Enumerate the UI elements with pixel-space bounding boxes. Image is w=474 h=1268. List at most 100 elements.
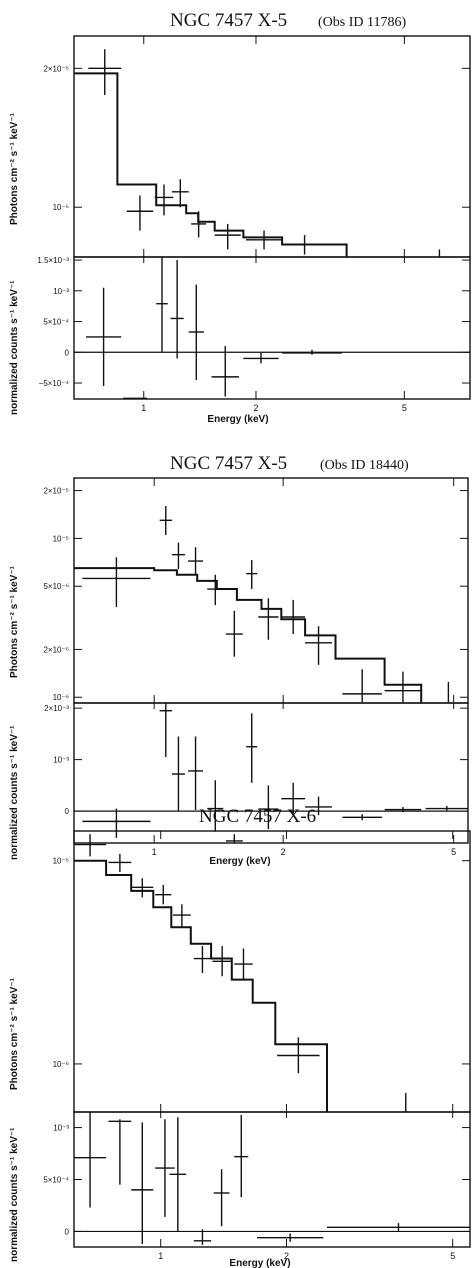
residual-data-point (155, 1119, 175, 1217)
chart-2-xlabel: Energy (keV) (209, 856, 270, 867)
residual-data-point (169, 1117, 187, 1232)
spectrum-data-point (447, 681, 450, 703)
spectrum-data-point (191, 211, 207, 238)
spectrum-y-tick-label: 10⁻⁵ (53, 534, 69, 543)
spectrum-y-tick-label: 2×10⁻⁶ (43, 645, 69, 654)
spectrum-data-point (108, 853, 132, 872)
spectrum-data-point (342, 669, 382, 703)
residual-frame (73, 256, 471, 400)
residual-y-tick-label: 5×10⁻⁴ (43, 318, 69, 327)
spectrum-data-point (88, 49, 122, 96)
spectrum-data-point (281, 599, 306, 635)
spectrum-data-point (384, 671, 422, 703)
residual-data-point (425, 805, 468, 812)
residual-x-tick-label: 5 (402, 403, 407, 413)
residual-data-point (171, 736, 185, 811)
residual-data-point (258, 785, 279, 830)
spectrum-y-tick-label: 10⁻⁶ (53, 693, 69, 702)
residual-data-point (193, 1229, 212, 1245)
spectrum-data-point (172, 904, 191, 928)
residual-y-tick-label: 5×10⁻⁴ (43, 1176, 69, 1185)
spectrum-data-point (131, 878, 154, 898)
chart-2-residual-ylabel: normalized counts s⁻¹ keV⁻¹ (9, 725, 20, 860)
chart-1-spectrum-panel: 2×10⁻⁵ 10⁻⁵ (43, 35, 471, 258)
residual-data-point (211, 346, 239, 397)
spectrum-y-tick-label: 5×10⁻⁶ (43, 582, 69, 591)
spectrum-frame (73, 477, 469, 704)
spectrum-data-point (405, 1092, 407, 1112)
chart-3-spectrum-panel: 10⁻⁵ 10⁻⁶ (53, 830, 471, 1113)
residual-x-tick-label: 5 (451, 847, 456, 857)
residual-y-tick-label: −5×10⁻⁴ (39, 379, 70, 388)
residual-y-tick-label: 0 (65, 1227, 70, 1236)
spectrum-data-point (74, 834, 107, 857)
residual-data-point (159, 703, 172, 758)
spectrum-figure-2: NGC 7457 X-5 (Obs ID 18440) 2×10⁻⁵ 10⁻⁵ 5×… (9, 453, 469, 867)
spectrum-y-tick-label: 10⁻⁵ (53, 857, 69, 866)
chart-3-spectrum-ylabel: Photons cm⁻² s⁻¹ keV⁻¹ (9, 977, 20, 1090)
chart-1-residual-panel: 1.5×10⁻³ 10⁻³ 5×10⁻⁴ 0 −5×10⁻⁴ 1 2 5 (37, 256, 471, 413)
chart-1-title: NGC 7457 X-5 (170, 10, 287, 31)
residual-x-tick-label: 1 (158, 1251, 163, 1261)
residual-data-point (74, 1112, 107, 1208)
spectrum-data-point (258, 598, 279, 640)
spectrum-y-tick-label: 2×10⁻⁵ (43, 487, 69, 496)
chart-3-residual-ylabel: normalized counts s⁻¹ keV⁻¹ (9, 1127, 20, 1262)
spectrum-model-line (74, 859, 328, 1112)
residual-x-tick-label: 1 (141, 403, 146, 413)
residual-data-point (225, 834, 243, 843)
spectrum-y-tick-label: 10⁻⁵ (53, 203, 69, 212)
spectrum-data-point (171, 542, 185, 570)
residual-data-point (246, 713, 258, 783)
residual-data-point (82, 808, 151, 838)
residual-y-tick-label: 10⁻³ (53, 1124, 69, 1133)
spectrum-data-point (303, 235, 306, 255)
residual-data-point (305, 796, 332, 816)
spectrum-figure-1: NGC 7457 X-5 (Obs ID 11786) 2×10⁻⁵ 10⁻⁵ 1… (9, 10, 471, 425)
residual-y-tick-label: 1.5×10⁻³ (37, 256, 69, 265)
spectrum-data-point (277, 1037, 320, 1074)
chart-1-xlabel: Energy (keV) (207, 414, 268, 425)
residual-y-tick-label: 0 (65, 807, 70, 816)
spectrum-figure-3: NGC 7457 X-6 10⁻⁵ 10⁻⁶ 10⁻³ 5×10⁻⁴ 0 1 2 5 Pho… (9, 806, 471, 1268)
residual-data-point (281, 782, 306, 814)
spectrum-data-point (126, 195, 154, 231)
residual-x-tick-label: 1 (152, 847, 157, 857)
chart-1-residual-ylabel: normalized counts s⁻¹ keV⁻¹ (9, 280, 20, 415)
residual-x-tick-label: 2 (253, 403, 258, 413)
chart-2-spectrum-ylabel: Photons cm⁻² s⁻¹ keV⁻¹ (9, 565, 20, 678)
residual-x-tick-label: 2 (284, 1251, 289, 1261)
residual-data-point (188, 736, 203, 811)
spectrum-data-point (214, 223, 241, 250)
spectrum-data-point (234, 948, 253, 980)
residual-data-point (170, 260, 184, 359)
chart-1-spectrum-ylabel: Photons cm⁻² s⁻¹ keV⁻¹ (9, 112, 20, 225)
chart-3-title: NGC 7457 X-6 (199, 806, 316, 827)
residual-y-tick-label: 10⁻³ (53, 756, 69, 765)
residual-data-point (188, 284, 204, 380)
spectrum-data-point (193, 946, 212, 974)
residual-x-tick-label: 5 (450, 1251, 455, 1261)
residual-data-point (234, 1115, 249, 1198)
residual-frame (73, 702, 469, 844)
residual-data-point (213, 1169, 230, 1227)
chart-2-title: NGC 7457 X-5 (170, 453, 287, 474)
residual-data-point (282, 349, 342, 355)
spectrum-frame (73, 35, 471, 258)
spectrum-data-point (207, 574, 224, 606)
spectrum-data-point (188, 547, 203, 575)
spectrum-data-point (155, 884, 172, 905)
spectrum-data-point (225, 610, 243, 657)
residual-data-point (326, 1223, 470, 1232)
spectrum-data-point (246, 560, 258, 590)
residual-y-tick-label: 10⁻³ (53, 287, 69, 296)
spectrum-model-line (74, 567, 423, 703)
residual-data-point (131, 1122, 154, 1244)
spectrum-data-point (212, 946, 232, 977)
chart-3-residual-panel: 10⁻³ 5×10⁻⁴ 0 1 2 5 (43, 1111, 471, 1261)
spectrum-data-point (245, 230, 283, 250)
spectrum-y-tick-label: 2×10⁻⁵ (43, 64, 69, 73)
chart-3-xlabel: Energy (keV) (229, 1258, 290, 1268)
spectrum-frame (73, 830, 471, 1113)
spectrum-data-point (171, 179, 189, 208)
